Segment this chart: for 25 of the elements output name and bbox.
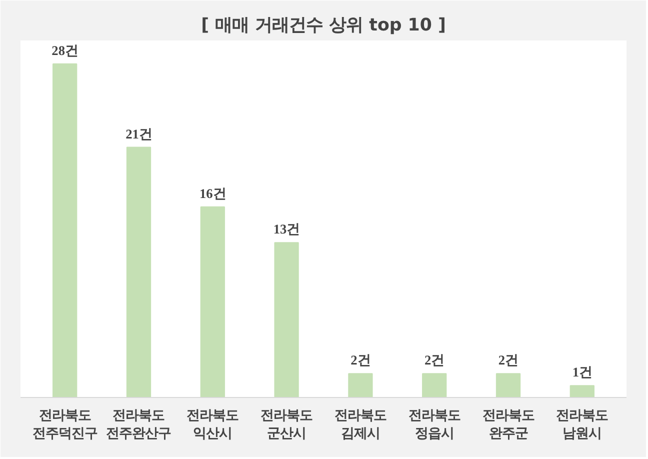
chart-title: [ 매매 거래건수 상위 top 10 ]	[201, 16, 446, 36]
bar	[496, 373, 521, 398]
x-tick-label: 전라북도 군산시	[260, 408, 313, 442]
data-label: 1건	[572, 364, 592, 380]
bar	[52, 63, 78, 398]
x-tick-label: 전라북도 완주군	[482, 408, 534, 442]
x-tick-label: 전라북도 전주덕진구	[32, 408, 98, 442]
x-tick-label: 전라북도 익산시	[186, 408, 239, 442]
bar	[200, 206, 225, 398]
data-label: 28건	[52, 42, 78, 58]
bar	[348, 373, 373, 398]
x-tick-label: 전라북도 남원시	[556, 408, 608, 442]
bar	[126, 146, 152, 398]
x-tick-label: 전라북도 김제시	[334, 408, 386, 442]
bar	[570, 385, 594, 398]
data-label: 2건	[498, 352, 518, 368]
data-label: 21건	[126, 126, 152, 142]
data-label: 2건	[350, 352, 370, 368]
bar	[422, 373, 447, 398]
data-label: 2건	[424, 352, 444, 368]
data-label: 13건	[273, 222, 300, 237]
x-tick-label: 전라북도 정읍시	[408, 408, 460, 442]
x-tick-label: 전라북도 전주완산구	[106, 408, 172, 442]
data-label: 16건	[199, 186, 226, 201]
bar	[274, 242, 299, 398]
